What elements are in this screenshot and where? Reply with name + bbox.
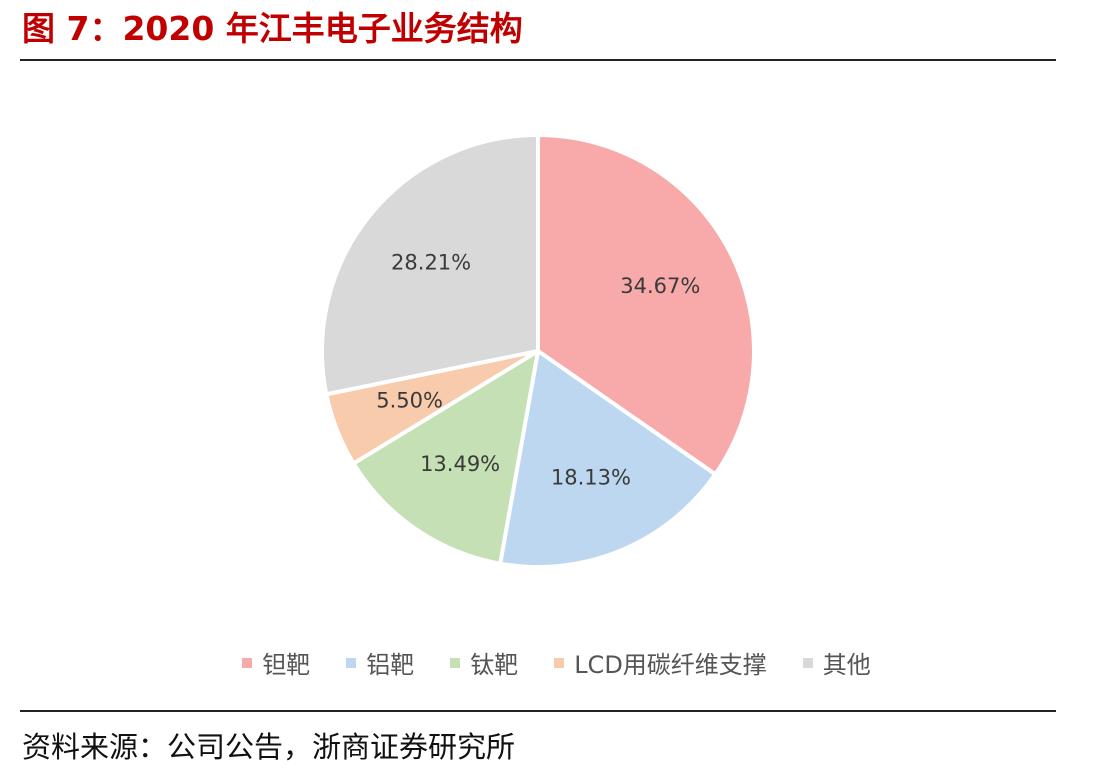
slice-value-label-3: 5.50% — [376, 388, 443, 412]
slice-value-label-2: 13.49% — [420, 452, 500, 476]
slice-value-label-4: 28.21% — [391, 251, 471, 275]
legend-item-4: 其他 — [802, 645, 871, 680]
legend-item-3: LCD用碳纤维支撑 — [554, 645, 767, 680]
bottom-divider — [20, 710, 1056, 712]
top-divider — [20, 59, 1056, 61]
legend-swatch-2 — [450, 657, 461, 668]
legend-swatch-4 — [802, 657, 813, 668]
legend: 钽靶 铝靶 钛靶 LCD用碳纤维支撑 其他 — [0, 645, 1113, 680]
legend-item-2: 钛靶 — [450, 645, 518, 680]
legend-item-0: 钽靶 — [242, 645, 310, 680]
slice-value-label-1: 18.13% — [551, 465, 631, 489]
pie-chart: 34.67% 18.13% 13.49% 5.50% 28.21% — [320, 133, 756, 569]
slice-value-label-0: 34.67% — [620, 274, 700, 298]
legend-label-4: 其他 — [822, 651, 871, 679]
legend-item-1: 铝靶 — [346, 645, 414, 680]
legend-swatch-0 — [242, 657, 253, 668]
legend-label-1: 铝靶 — [366, 651, 415, 679]
pie-slice-0 — [536, 133, 756, 477]
legend-label-3: LCD用碳纤维支撑 — [574, 651, 767, 679]
legend-label-0: 钽靶 — [262, 651, 311, 679]
legend-swatch-3 — [554, 657, 565, 668]
pie-slice-4 — [320, 133, 540, 397]
pie-slice-2 — [351, 349, 540, 566]
chart-title: 图 7：2020 年江丰电子业务结构 — [22, 9, 523, 48]
legend-label-2: 钛靶 — [470, 651, 519, 679]
source-note: 资料来源：公司公告，浙商证券研究所 — [22, 730, 516, 764]
legend-swatch-1 — [346, 657, 357, 668]
pie-slice-1 — [498, 349, 718, 569]
